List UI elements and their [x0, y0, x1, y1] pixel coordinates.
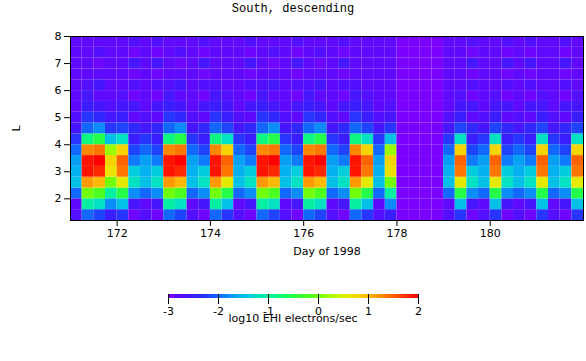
svg-text:8: 8: [55, 30, 62, 43]
svg-text:4: 4: [55, 138, 62, 151]
svg-text:-3: -3: [163, 305, 174, 318]
svg-text:L: L: [10, 125, 23, 132]
svg-text:174: 174: [200, 227, 221, 240]
svg-text:3: 3: [55, 165, 62, 178]
svg-text:-2: -2: [213, 305, 224, 318]
svg-text:Day of 1998: Day of 1998: [293, 245, 360, 258]
svg-text:180: 180: [480, 227, 501, 240]
svg-text:7: 7: [55, 57, 62, 70]
svg-text:6: 6: [55, 84, 62, 97]
svg-text:2: 2: [415, 305, 422, 318]
svg-text:5: 5: [55, 111, 62, 124]
svg-text:1: 1: [365, 305, 372, 318]
svg-text:2: 2: [55, 192, 62, 205]
svg-text:178: 178: [386, 227, 407, 240]
svg-text:176: 176: [293, 227, 314, 240]
svg-text:172: 172: [107, 227, 128, 240]
